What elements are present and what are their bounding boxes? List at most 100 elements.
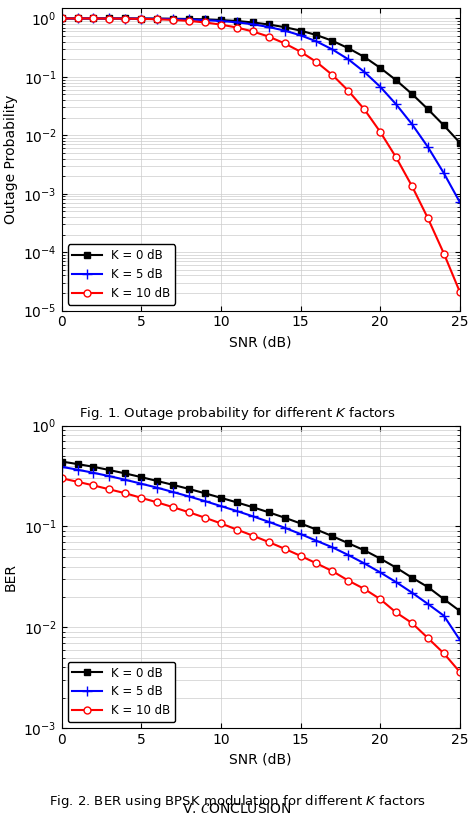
K = 10 dB: [266, 537, 272, 547]
K = 10 dB: [218, 20, 224, 29]
K = 5 dB: [329, 542, 335, 552]
K = 0 dB: [329, 531, 335, 541]
Text: Fig. 2. BER using BPSK modulation for different $K$ factors: Fig. 2. BER using BPSK modulation for di…: [48, 793, 426, 810]
X-axis label: SNR (dB): SNR (dB): [229, 335, 292, 349]
K = 10 dB: [122, 488, 128, 498]
K = 10 dB: [138, 14, 144, 24]
K = 10 dB: [250, 26, 255, 36]
Y-axis label: BER: BER: [4, 563, 18, 591]
K = 0 dB: [107, 14, 112, 24]
K = 10 dB: [314, 57, 319, 67]
K = 10 dB: [377, 127, 383, 137]
K = 10 dB: [155, 15, 160, 25]
K = 10 dB: [329, 70, 335, 80]
K = 0 dB: [122, 14, 128, 24]
K = 0 dB: [138, 14, 144, 24]
K = 10 dB: [250, 531, 255, 541]
K = 10 dB: [75, 477, 81, 487]
K = 0 dB: [346, 538, 351, 548]
K = 5 dB: [122, 14, 128, 24]
K = 0 dB: [91, 14, 96, 24]
K = 5 dB: [186, 15, 192, 25]
K = 10 dB: [377, 594, 383, 604]
K = 0 dB: [409, 573, 415, 582]
K = 0 dB: [361, 546, 367, 555]
K = 5 dB: [186, 492, 192, 501]
K = 5 dB: [91, 14, 96, 24]
K = 10 dB: [441, 649, 447, 658]
K = 5 dB: [59, 14, 64, 24]
K = 5 dB: [234, 506, 240, 516]
K = 5 dB: [155, 14, 160, 24]
K = 0 dB: [59, 14, 64, 24]
K = 0 dB: [457, 137, 463, 147]
K = 10 dB: [91, 480, 96, 490]
K = 5 dB: [298, 30, 303, 40]
Line: K = 5 dB: K = 5 dB: [57, 462, 465, 645]
K = 10 dB: [457, 667, 463, 676]
K = 5 dB: [346, 551, 351, 560]
K = 0 dB: [377, 63, 383, 73]
K = 10 dB: [298, 47, 303, 56]
K = 10 dB: [186, 507, 192, 517]
K = 10 dB: [155, 497, 160, 507]
K = 0 dB: [202, 15, 208, 25]
K = 10 dB: [282, 544, 287, 554]
K = 0 dB: [234, 497, 240, 507]
K = 0 dB: [186, 484, 192, 494]
K = 0 dB: [314, 524, 319, 534]
K = 10 dB: [298, 551, 303, 561]
K = 0 dB: [122, 469, 128, 479]
K = 5 dB: [377, 568, 383, 578]
K = 10 dB: [457, 287, 463, 297]
K = 10 dB: [282, 38, 287, 48]
K = 0 dB: [186, 14, 192, 24]
K = 0 dB: [218, 493, 224, 503]
K = 0 dB: [250, 502, 255, 512]
K = 5 dB: [122, 475, 128, 485]
K = 0 dB: [107, 465, 112, 475]
K = 10 dB: [122, 14, 128, 24]
K = 10 dB: [329, 566, 335, 576]
Line: K = 5 dB: K = 5 dB: [57, 14, 465, 207]
K = 5 dB: [329, 44, 335, 54]
K = 5 dB: [314, 37, 319, 47]
K = 5 dB: [107, 14, 112, 24]
K = 10 dB: [138, 493, 144, 503]
K = 0 dB: [298, 25, 303, 35]
Y-axis label: Outage Probability: Outage Probability: [4, 95, 18, 224]
K = 0 dB: [441, 594, 447, 604]
K = 10 dB: [409, 618, 415, 628]
K = 0 dB: [346, 43, 351, 53]
Line: K = 10 dB: K = 10 dB: [58, 15, 463, 295]
K = 5 dB: [91, 468, 96, 478]
K = 5 dB: [282, 25, 287, 35]
K = 5 dB: [314, 536, 319, 546]
K = 5 dB: [298, 529, 303, 539]
K = 5 dB: [393, 99, 399, 109]
K = 5 dB: [425, 142, 431, 152]
K = 10 dB: [346, 86, 351, 96]
K = 5 dB: [138, 479, 144, 488]
K = 10 dB: [107, 484, 112, 494]
K = 10 dB: [234, 524, 240, 534]
K = 0 dB: [59, 456, 64, 466]
K = 10 dB: [234, 23, 240, 33]
Text: V. $\mathcal{C}$ONCLUSION: V. $\mathcal{C}$ONCLUSION: [182, 802, 292, 816]
K = 0 dB: [314, 30, 319, 40]
K = 0 dB: [393, 563, 399, 573]
K = 5 dB: [250, 511, 255, 521]
K = 0 dB: [441, 120, 447, 130]
K = 5 dB: [457, 635, 463, 645]
K = 10 dB: [170, 15, 176, 25]
K = 0 dB: [282, 513, 287, 523]
K = 0 dB: [75, 14, 81, 24]
K = 5 dB: [138, 14, 144, 24]
K = 10 dB: [91, 14, 96, 24]
K = 5 dB: [266, 517, 272, 527]
K = 5 dB: [170, 14, 176, 24]
K = 0 dB: [393, 75, 399, 85]
K = 5 dB: [361, 559, 367, 569]
K = 5 dB: [393, 578, 399, 587]
K = 0 dB: [298, 519, 303, 528]
